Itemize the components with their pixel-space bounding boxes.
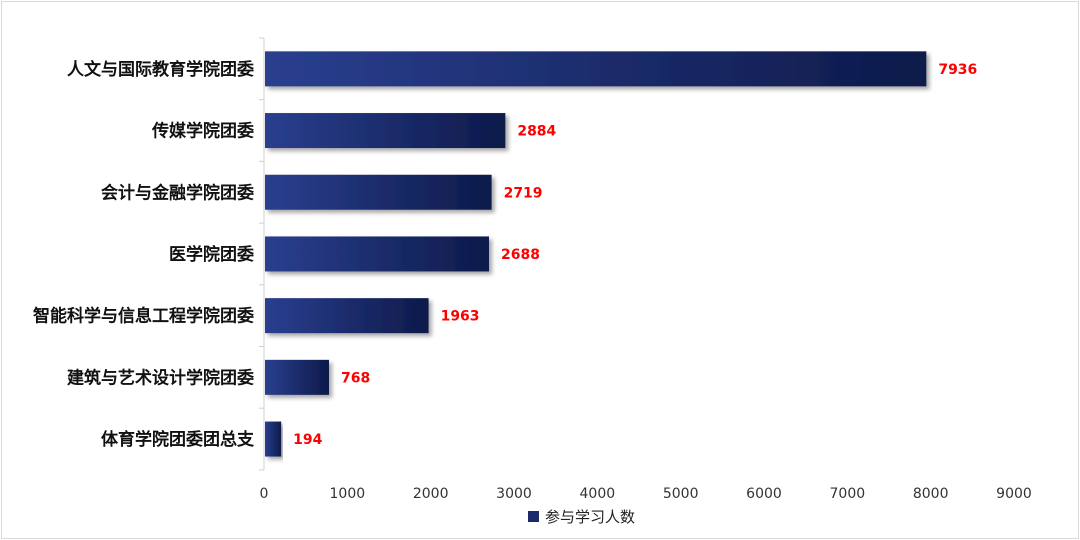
x-tick-label: 8000 [913,486,949,502]
x-tick-label: 1000 [330,486,366,502]
category-label: 体育学院团委团总支 [101,429,255,450]
data-label: 2688 [501,247,540,263]
data-label: 2719 [504,185,543,201]
legend-label: 参与学习人数 [545,508,635,526]
x-tick-label: 6000 [746,486,782,502]
bar [265,51,927,87]
bars [265,51,927,457]
bar [265,236,489,272]
x-axis-ticks: 0 1000 2000 3000 4000 5000 6000 7000 8000 9000 [260,486,1032,502]
category-label: 智能科学与信息工程学院团委 [33,306,254,327]
bar [265,174,492,210]
data-label: 2884 [517,124,556,140]
data-label: 194 [293,432,322,448]
x-tick-label: 9000 [996,486,1032,502]
x-tick-label: 2000 [413,486,449,502]
data-label: 768 [341,370,370,386]
x-tick-label: 5000 [663,486,699,502]
data-label: 7936 [938,62,977,78]
bar [265,113,506,149]
category-label: 医学院团委 [169,244,254,265]
category-label: 人文与国际教育学院团委 [67,59,254,80]
x-tick-label: 7000 [830,486,866,502]
data-labels: 7936 2884 2719 2688 1963 768 194 [293,62,977,448]
bar [265,421,282,457]
x-tick-label: 0 [260,486,269,502]
legend-marker [528,511,539,522]
category-label: 会计与金融学院团委 [101,182,254,203]
category-label: 传媒学院团委 [151,121,254,142]
category-label: 建筑与艺术设计学院团委 [67,367,254,388]
y-axis [259,37,265,471]
category-labels: 人文与国际教育学院团委传媒学院团委会计与金融学院团委医学院团委智能科学与信息工程… [33,59,255,450]
x-tick-label: 3000 [496,486,532,502]
x-tick-label: 4000 [580,486,616,502]
data-label: 1963 [441,309,480,325]
legend: 参与学习人数 [528,508,635,526]
bar [265,359,329,395]
bar [265,298,429,334]
